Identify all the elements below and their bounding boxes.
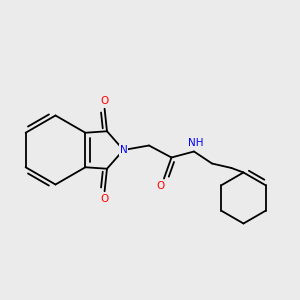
Text: O: O bbox=[100, 96, 109, 106]
Text: O: O bbox=[157, 181, 165, 191]
Text: N: N bbox=[120, 145, 128, 155]
Text: NH: NH bbox=[188, 137, 203, 148]
Text: O: O bbox=[100, 194, 109, 204]
